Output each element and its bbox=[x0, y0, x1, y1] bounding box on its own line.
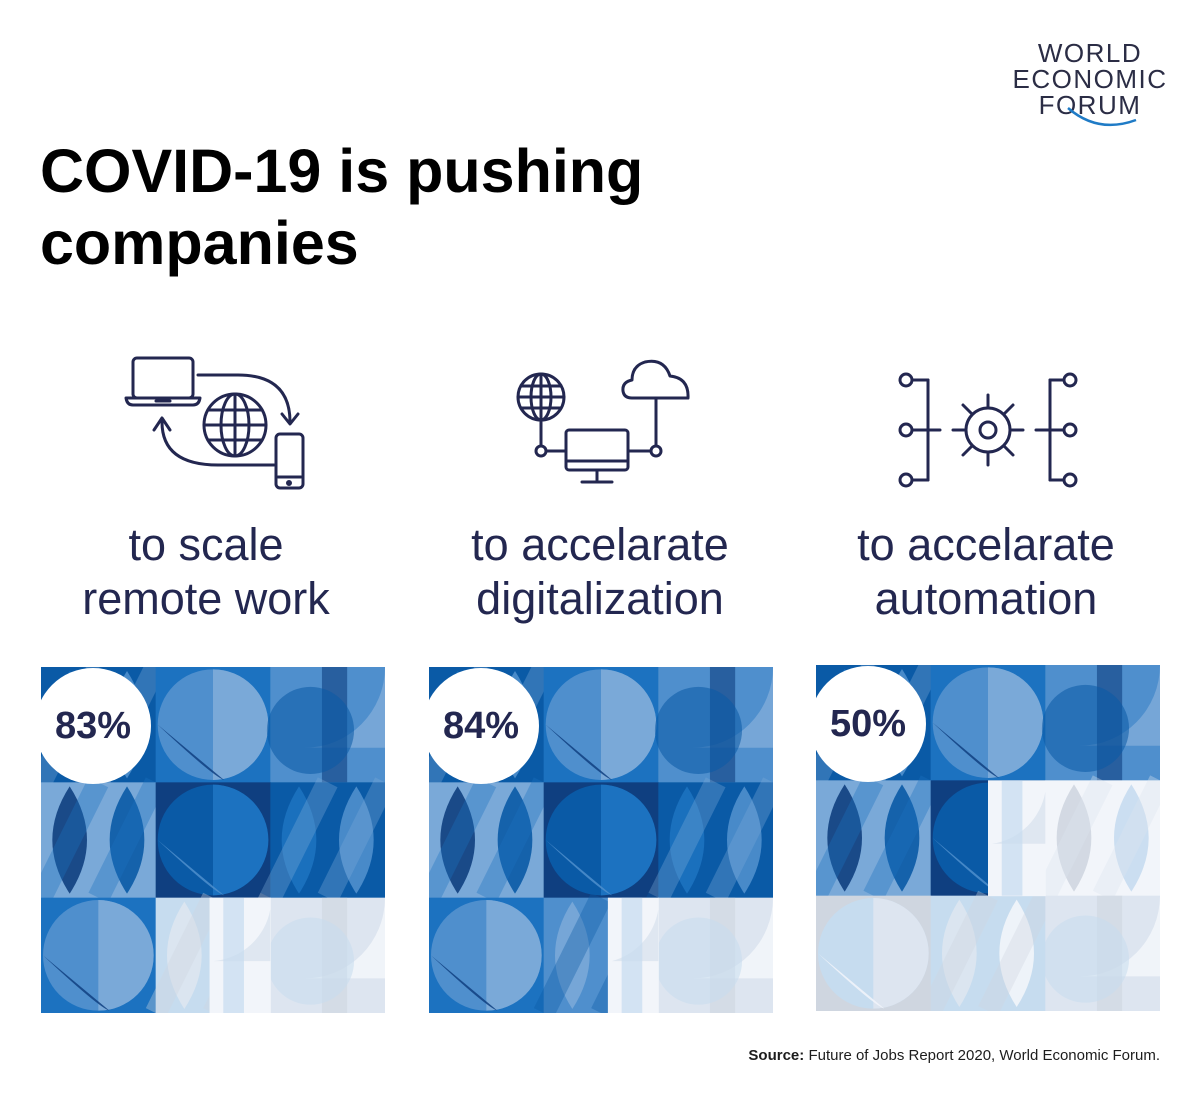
tile-pattern bbox=[816, 665, 1160, 1011]
tile-cell bbox=[155, 782, 271, 899]
percent-tile-remote-work: 83% bbox=[41, 667, 385, 1013]
tile-cell bbox=[1041, 665, 1160, 781]
tile-cell bbox=[1041, 895, 1160, 1011]
tile-cell bbox=[816, 775, 941, 901]
tile-cell bbox=[41, 777, 166, 903]
percent-tile-digitalization: 84% bbox=[429, 667, 773, 1013]
wef-logo: WORLD ECONOMIC FORUM bbox=[1005, 40, 1175, 135]
page-title: COVID-19 is pushing companies bbox=[40, 137, 644, 277]
logo-line-1: WORLD bbox=[1037, 38, 1143, 68]
tile-partial-cell bbox=[209, 897, 271, 1013]
label-automation-line1: to accelarate bbox=[857, 519, 1115, 570]
tile-cell bbox=[266, 897, 385, 1013]
remote-work-icon bbox=[124, 356, 305, 490]
tile-cell bbox=[429, 777, 554, 903]
label-digitalization-line2: digitalization bbox=[476, 573, 724, 624]
label-digitalization-line1: to accelarate bbox=[471, 519, 729, 570]
tile-cell bbox=[1035, 775, 1160, 901]
label-remote-work-line1: to scale bbox=[128, 519, 284, 570]
digitalization-icon bbox=[516, 359, 690, 484]
logo-line-2: ECONOMIC bbox=[1012, 64, 1168, 94]
source-label: Source: bbox=[748, 1047, 805, 1064]
tile-cell bbox=[654, 667, 773, 783]
logo-line-3: FORUM bbox=[1038, 90, 1142, 120]
label-digitalization: to accelarate digitalization bbox=[405, 518, 795, 626]
label-remote-work-line2: remote work bbox=[82, 573, 330, 624]
tile-cell bbox=[816, 895, 932, 1011]
tile-cell bbox=[543, 782, 659, 899]
source-note: Source: Future of Jobs Report 2020, Worl… bbox=[748, 1047, 1160, 1064]
tile-cell bbox=[429, 897, 545, 1013]
tile-cell bbox=[654, 897, 773, 1013]
percent-tile-automation: 50% bbox=[816, 665, 1160, 1011]
tile-cell bbox=[260, 777, 385, 903]
value-badge: 84% bbox=[429, 668, 539, 784]
tile-cell bbox=[155, 667, 271, 783]
source-text: Future of Jobs Report 2020, World Econom… bbox=[804, 1047, 1160, 1064]
tile-partial-cell bbox=[607, 897, 659, 1013]
label-remote-work: to scale remote work bbox=[11, 518, 401, 626]
tile-cell bbox=[266, 667, 385, 783]
label-automation-line2: automation bbox=[874, 573, 1098, 624]
tile-partial-cell bbox=[988, 780, 1046, 897]
tile-cell bbox=[930, 665, 1046, 781]
label-automation: to accelarate automation bbox=[791, 518, 1181, 626]
tile-cell bbox=[543, 667, 659, 783]
tile-cell bbox=[920, 890, 1056, 1011]
tile-cell bbox=[41, 897, 157, 1013]
value-badge: 50% bbox=[816, 666, 926, 782]
automation-icon bbox=[898, 372, 1078, 488]
value-badge: 83% bbox=[41, 668, 151, 784]
logo-arc-icon bbox=[1067, 107, 1137, 127]
tile-cell bbox=[648, 777, 773, 903]
